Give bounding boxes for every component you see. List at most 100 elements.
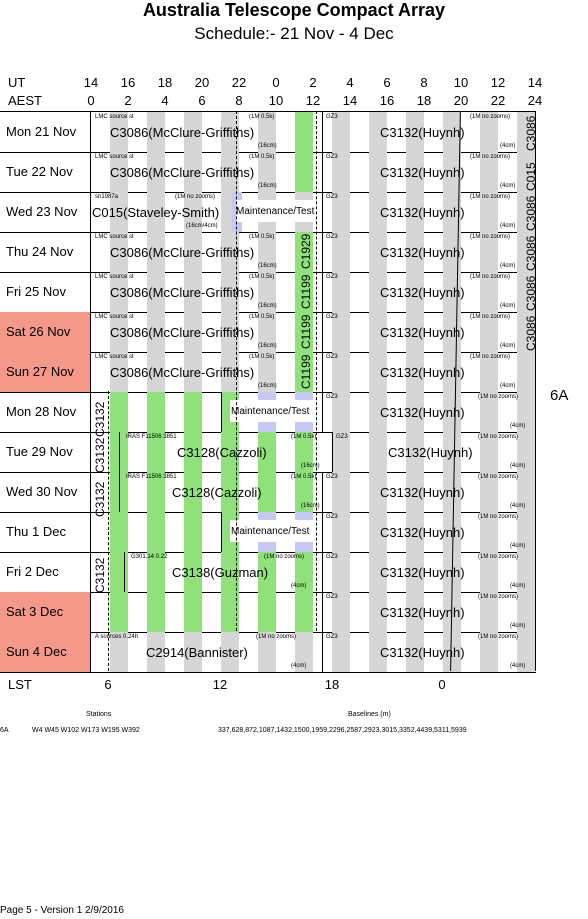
green-band — [147, 472, 165, 512]
project-c3086-vertical: C3086 — [524, 115, 538, 151]
lst-band — [443, 632, 461, 672]
note-gz3: GZ3 — [326, 194, 338, 200]
note-1m: (1M 0.5k) — [249, 354, 275, 360]
lst-band — [517, 632, 535, 672]
note-gz3: GZ3 — [326, 514, 338, 520]
green-band — [295, 312, 313, 352]
note-lmc: LMC source st — [95, 154, 134, 160]
note-nozoom: (1M no zooms) — [470, 154, 511, 160]
lst-band — [258, 352, 276, 392]
lst-band — [443, 552, 461, 592]
lst-band — [184, 152, 202, 192]
project-maint: Maintenance/Test — [231, 526, 310, 537]
day-label: Thu 24 Nov — [0, 232, 91, 272]
aest-tick: 4 — [161, 93, 169, 108]
day-label: Sat 3 Dec — [0, 592, 91, 632]
note-gz3: GZ3 — [326, 554, 338, 560]
dashed-guide — [236, 111, 237, 631]
page-footer: Page 5 - Version 1 2/9/2016 — [0, 905, 124, 916]
block-divider — [0, 272, 323, 312]
lst-band — [369, 232, 387, 272]
day-label: Wed 30 Nov — [0, 472, 91, 512]
lst-band — [406, 352, 424, 392]
schedule-row: Mon 28 Nov Maintenance/Test GZ3 C3132(Huynh… — [0, 392, 536, 433]
note-nozoom: (1M no zooms) — [470, 234, 511, 240]
note-nozoom: (1M no zooms) — [175, 194, 216, 200]
array-config: 6A — [550, 387, 569, 404]
ut-tick: 22 — [231, 75, 247, 90]
project-c1929-vertical: C1929 — [299, 233, 313, 269]
project-c3132: C3132(Huynh) — [380, 525, 465, 540]
ut-tick: 6 — [383, 75, 391, 90]
lst-band — [332, 192, 350, 232]
note-nozoom: (1M no zooms) — [470, 354, 511, 360]
grid-right-border — [535, 111, 536, 671]
lst-tick: 12 — [212, 677, 228, 692]
lst-band — [369, 112, 387, 152]
lst-band — [221, 632, 239, 672]
green-band — [295, 432, 313, 472]
project-c3086: C3086(McClure-Griffiths) — [110, 125, 255, 140]
block-divider — [0, 312, 323, 352]
project-c3086-vertical: C3086 — [524, 195, 538, 231]
note-4cm: (4cm) — [510, 543, 526, 549]
stations-label: Stations — [86, 711, 112, 718]
note-1m: (1M 0.5k) — [291, 434, 317, 440]
note-1m: (1M 0.5k) — [249, 314, 275, 320]
project-c3132: C3132(Huynh) — [380, 325, 465, 340]
dashed-guide — [316, 111, 317, 631]
lst-band — [258, 112, 276, 152]
note-4cm: (4cm) — [510, 583, 526, 589]
block-divider — [0, 592, 323, 632]
ut-tick: 20 — [194, 75, 210, 90]
green-band — [184, 472, 202, 512]
lst-band — [517, 472, 535, 512]
project-c3132: C3132(Huynh) — [380, 605, 465, 620]
lst-band — [369, 312, 387, 352]
lst-tick: 0 — [438, 677, 446, 692]
block-divider — [0, 472, 120, 512]
green-band — [110, 552, 128, 592]
project-c015-vertical: C015 — [524, 162, 538, 191]
day-label: Tue 29 Nov — [0, 432, 91, 472]
lst-band — [110, 192, 128, 232]
schedule-row: Sun 27 Nov LMC source st (1M 0.5k) (16cm) C3… — [0, 352, 536, 393]
ut-tick: 14 — [527, 75, 543, 90]
schedule-row: Fri 2 Dec G301.14 0.22 (1M no zooms) (4cm) C… — [0, 552, 536, 593]
note-4cm: (4cm) — [510, 663, 526, 669]
lst-band — [443, 352, 461, 392]
project-c3132: C3132(Huynh) — [380, 285, 465, 300]
project-c3086: C3086(McClure-Griffiths) — [110, 365, 255, 380]
note-nozoom: (1M no zooms) — [478, 474, 519, 480]
green-band — [110, 592, 128, 632]
project-maint: Maintenance/Test — [231, 406, 310, 417]
note-nozoom: (1M no zooms) — [470, 194, 511, 200]
lst-band — [406, 592, 424, 632]
lst-band — [406, 152, 424, 192]
lst-band — [443, 112, 461, 152]
lst-tick: 6 — [104, 677, 112, 692]
lst-band — [406, 512, 424, 552]
block-divider — [0, 552, 323, 592]
baselines-label: Baselines (m) — [348, 711, 391, 718]
note-1m: (1M 0.5k) — [291, 474, 317, 480]
note-4cm: (4cm) — [500, 343, 516, 349]
note-nozoom: (1M no zooms) — [478, 514, 519, 520]
lst-band — [517, 512, 535, 552]
note-1m: (1M 0.5k) — [249, 114, 275, 120]
note-lmc: LMC source st — [95, 234, 134, 240]
note-gz3: GZ3 — [326, 594, 338, 600]
project-c3132-vertical: C3132 — [93, 557, 107, 593]
aest-tick: 24 — [527, 93, 543, 108]
project-c3132: C3132(Huynh) — [380, 565, 465, 580]
lst-label: LST — [8, 677, 32, 692]
note-16cm: (16cm) — [301, 503, 320, 509]
lst-band — [258, 312, 276, 352]
page-title: Australia Telescope Compact Array — [142, 0, 446, 20]
lst-band — [517, 192, 535, 232]
green-band — [295, 472, 313, 512]
green-band — [295, 352, 313, 392]
schedule-row: Thu 24 Nov LMC source st (1M 0.5k) (16cm) C3… — [0, 232, 536, 273]
lst-band — [110, 632, 128, 672]
lst-band — [221, 272, 239, 312]
